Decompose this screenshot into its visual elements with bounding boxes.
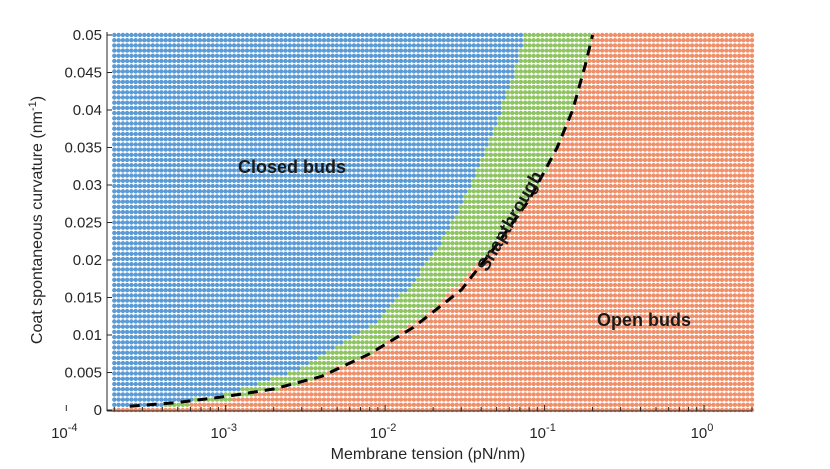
y-tick-labels: 0 0.005 0.01 0.015 0.02 0.025 0.03 0.035 0.04 0.0… [64,27,102,419]
open-buds-label: Open buds [597,310,691,330]
x-tick-label: 100 [691,422,714,442]
y-tick-label: 0.04 [73,102,102,119]
y-tick-label: 0.03 [73,177,102,194]
x-tick-label: 10-2 [370,422,396,442]
axes [65,32,753,412]
x-axis-title: Membrane tension (pN/nm) [331,446,526,463]
y-tick-label: 0 [94,402,102,419]
y-tick-label: 0.01 [73,327,102,344]
closed-buds-label: Closed buds [238,157,346,177]
y-tick-label: 0.02 [73,252,102,269]
x-tick-label: 10-1 [529,422,555,442]
snapthrough-boundary-line [129,34,595,408]
y-tick-label: 0.005 [64,365,102,382]
y-tick-label: 0.025 [64,215,102,232]
y-tick-label: 0.015 [64,290,102,307]
y-tick-label: 0.035 [64,140,102,157]
x-tick-label: 10-4 [51,422,77,442]
x-tick-labels: 10-4 10-3 10-2 10-1 100 [51,422,713,442]
x-tick-label: 10-3 [210,422,236,442]
y-tick-label: 0.045 [64,65,102,82]
data-points [112,32,755,413]
y-axis-title: Coat spontaneous curvature (nm-1) [27,96,46,344]
boundary-dashed-line [129,34,595,408]
y-tick-label: 0.05 [73,27,102,44]
